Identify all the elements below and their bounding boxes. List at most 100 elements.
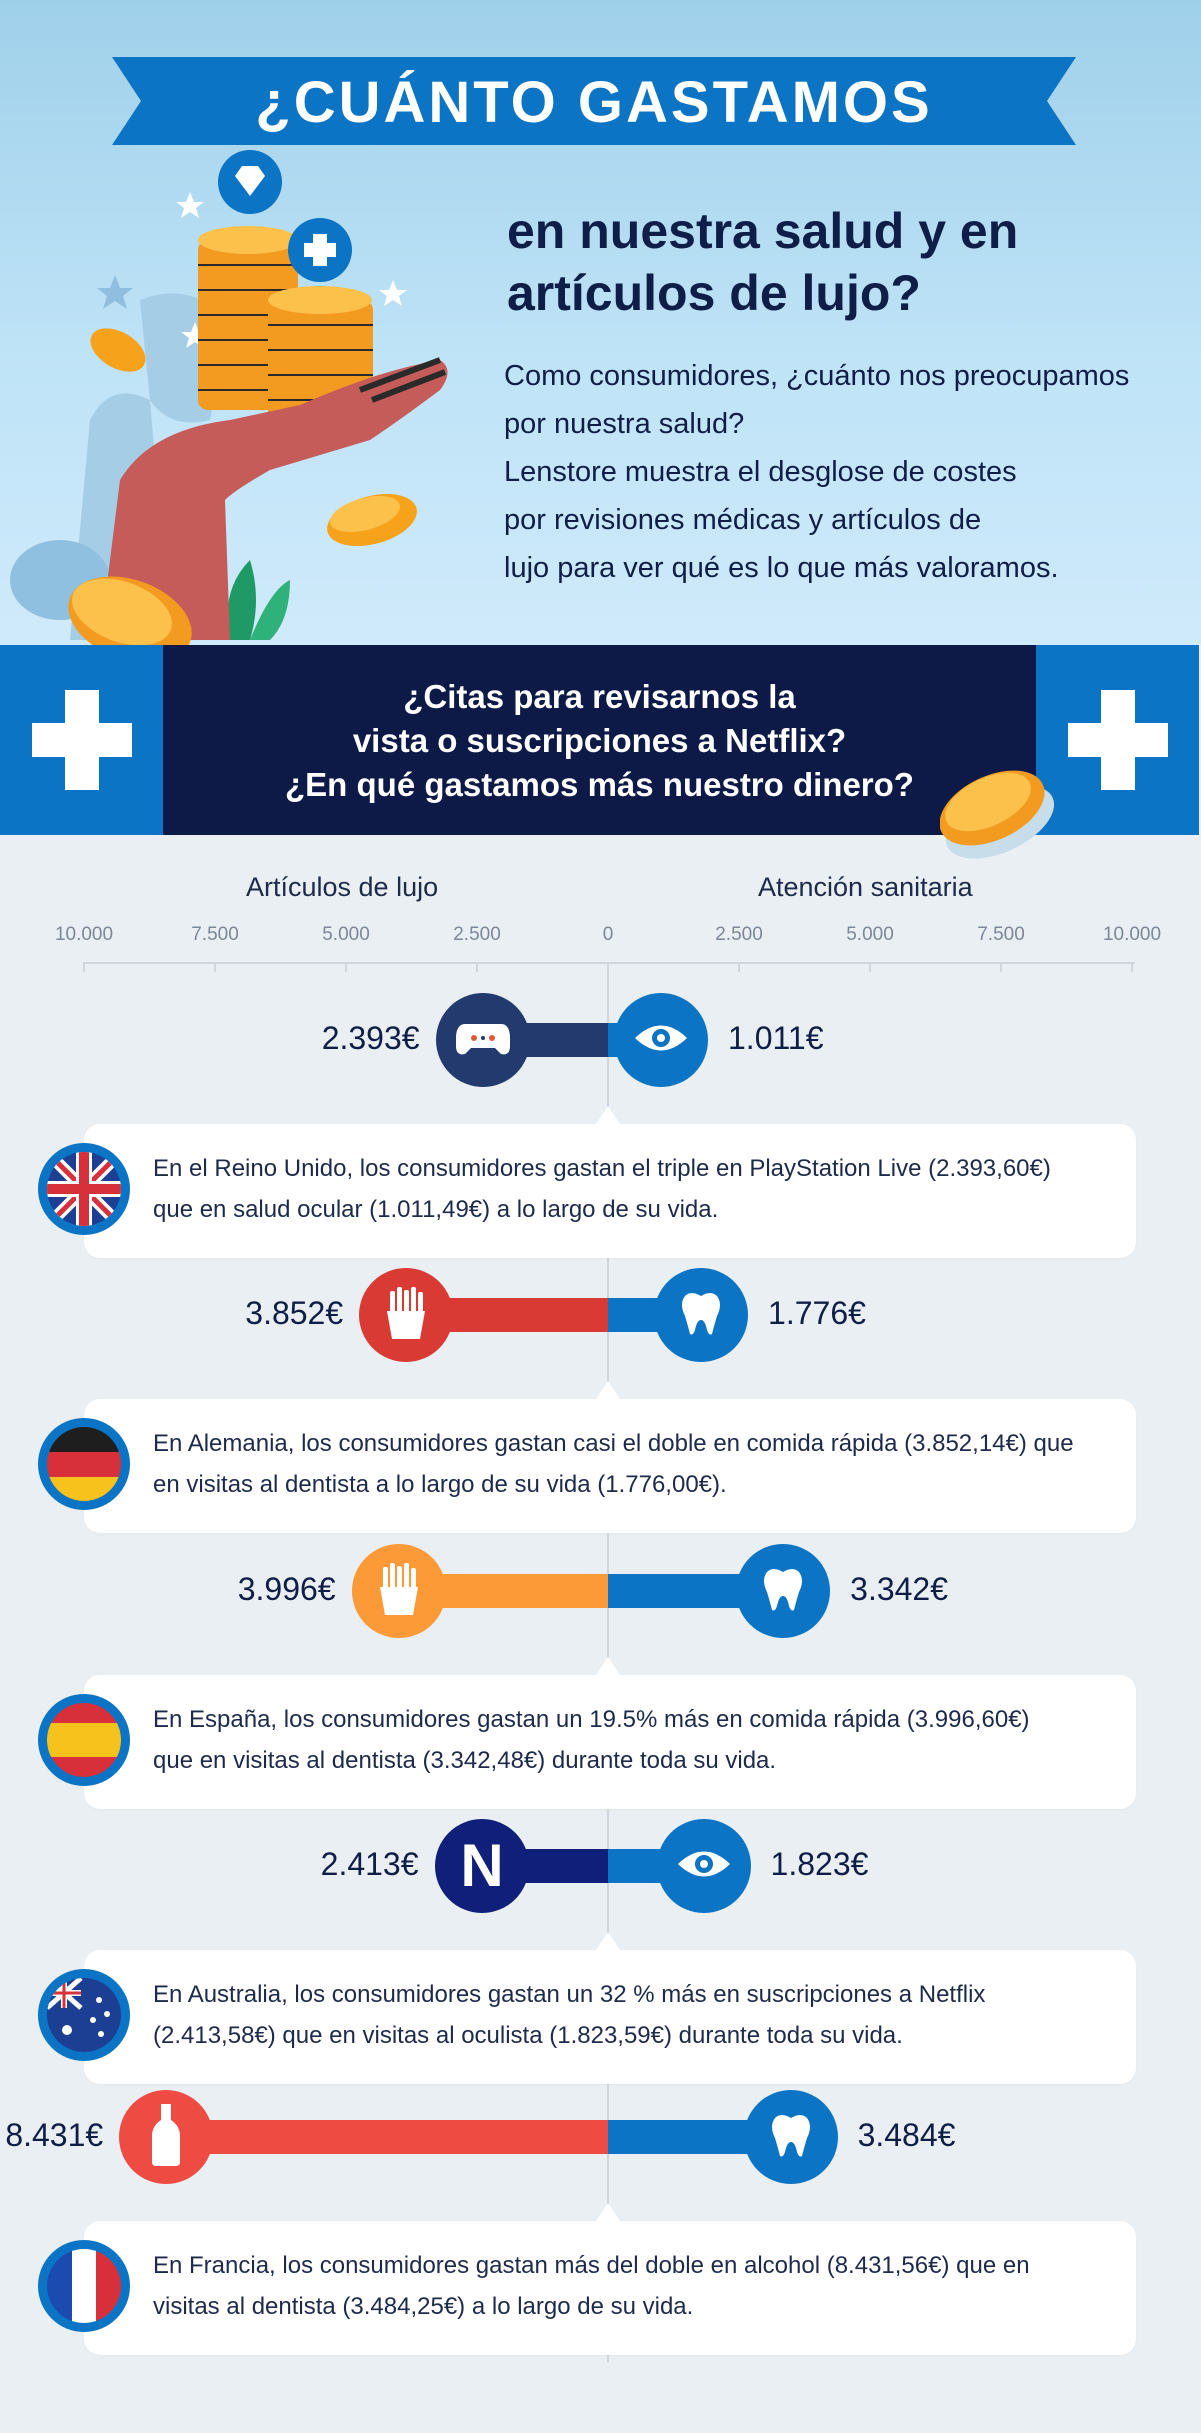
health-icon-circle: [614, 993, 708, 1087]
spain-flag: [38, 1694, 130, 1786]
fact-line: en visitas al dentista a lo largo de su …: [153, 1471, 727, 1498]
card-pointer: [596, 1381, 620, 1399]
luxury-value-label: 3.852€: [245, 1295, 344, 1331]
luxury-icon-circle: [119, 2090, 214, 2184]
comparison-row: N 2.413€ 1.823€ En Australia, los consumido…: [0, 1816, 1201, 2092]
tick-label: 2.500: [715, 924, 763, 945]
health-value-label: 3.342€: [850, 1571, 949, 1607]
band-side-right: [1036, 645, 1199, 835]
tooth-icon: [771, 2112, 811, 2163]
health-value-label: 1.011€: [728, 1020, 824, 1056]
fries-icon: [377, 1562, 421, 1620]
fact-text: En Francia, los consumidores gastan más …: [153, 2245, 1123, 2327]
svg-text:N: N: [460, 1834, 503, 1894]
tick-mark: [83, 962, 85, 972]
comparison-row: 8.431€ 3.484€ En Francia, los consumidores…: [0, 2087, 1201, 2363]
card-pointer: [596, 1106, 620, 1124]
intro-line: por revisiones médicas y artículos de: [504, 504, 982, 536]
tick-mark: [476, 962, 478, 972]
uk-flag: [38, 1143, 130, 1235]
tick-label: 0: [602, 924, 614, 945]
page-title: ¿CUÁNTO GASTAMOS: [255, 70, 933, 135]
luxury-icon-circle: [359, 1268, 454, 1362]
axis-title-luxury: Artículos de lujo: [246, 872, 439, 902]
tick-label: 5.000: [322, 924, 370, 945]
star-icon: [379, 280, 407, 306]
question-line: vista o suscripciones a Netflix?: [352, 722, 847, 759]
health-icon-circle: [656, 1819, 751, 1913]
card-pointer: [596, 1932, 620, 1950]
fact-text: En España, los consumidores gastan un 19…: [153, 1699, 1123, 1781]
fact-line: visitas al dentista (3.484,25€) a lo lar…: [153, 2293, 694, 2320]
tick-mark: [345, 962, 347, 972]
tick-label: 2.500: [453, 924, 501, 945]
fact-text: En Alemania, los consumidores gastan cas…: [153, 1423, 1123, 1505]
axis-line: [83, 962, 1135, 964]
health-value-label: 1.823€: [770, 1846, 869, 1882]
fact-line: En España, los consumidores gastan un 19…: [153, 1706, 1030, 1733]
health-icon-circle: [736, 1544, 831, 1638]
plus-icon: [1068, 690, 1168, 790]
card-pointer: [596, 1657, 620, 1675]
subtitle-line: en nuestra salud y en: [507, 203, 1019, 259]
hand-icon: [100, 360, 448, 640]
tick-label: 5.000: [846, 924, 894, 945]
luxury-icon-circle: [435, 993, 530, 1087]
tooth-icon: [681, 1290, 721, 1341]
intro-line: lujo para ver qué es lo que más valoramo…: [504, 552, 1059, 584]
fact-line: En el Reino Unido, los consumidores gast…: [153, 1155, 1051, 1182]
health-icon-circle: [654, 1268, 749, 1362]
tick-mark: [738, 962, 740, 972]
fact-card: En España, los consumidores gastan un 19…: [84, 1675, 1136, 1809]
luxury-value-label: 3.996€: [237, 1571, 336, 1607]
luxury-bar: [166, 2120, 608, 2154]
comparison-row: 3.852€ 1.776€ En Alemania, los consumidore…: [0, 1265, 1201, 1541]
luxury-value-label: 2.393€: [321, 1020, 420, 1056]
luxury-icon-circle: [351, 1544, 446, 1638]
hero-header: ¿CUÁNTO GASTAMOS en nuestra salud y en a…: [0, 0, 1201, 645]
question-line: ¿En qué gastamos más nuestro dinero?: [285, 766, 914, 803]
luxury-value-label: 2.413€: [320, 1846, 419, 1882]
fact-line: En Alemania, los consumidores gastan cas…: [153, 1430, 1074, 1457]
fact-card: En Australia, los consumidores gastan un…: [84, 1950, 1136, 2084]
tick-mark: [214, 962, 216, 972]
intro-line: por nuestra salud?: [504, 408, 745, 440]
fact-line: En Australia, los consumidores gastan un…: [153, 1981, 986, 2008]
card-pointer: [596, 2203, 620, 2221]
comparison-row: 2.393€ 1.011€ En el Reino Unido, los consu…: [0, 990, 1201, 1266]
intro-line: Lenstore muestra el desglose de costes: [504, 456, 1017, 488]
germany-flag: [38, 1418, 130, 1510]
tooth-icon: [763, 1566, 803, 1617]
question-line: ¿Citas para revisarnos la: [403, 678, 796, 715]
fact-card: En Alemania, los consumidores gastan cas…: [84, 1399, 1136, 1533]
fact-line: (2.413,58€) que en visitas al oculista (…: [153, 2022, 903, 2049]
netflix-icon: N: [460, 1832, 504, 1899]
question-band: ¿Citas para revisarnos la vista o suscri…: [0, 645, 1201, 835]
page-subtitle: en nuestra salud y en artículos de lujo?: [507, 200, 1167, 324]
coin-icon: [940, 770, 1055, 859]
star-icon: [97, 275, 133, 309]
luxury-value-label: 8.431€: [5, 2117, 104, 2153]
bottle-icon: [150, 2103, 182, 2171]
intro-text: Como consumidores, ¿cuánto nos preocupam…: [504, 352, 1184, 592]
intro-line: Como consumidores, ¿cuánto nos preocupam…: [504, 360, 1130, 392]
star-icon: [176, 192, 204, 218]
tick-mark: [1131, 962, 1133, 972]
tick-label: 10.000: [54, 924, 114, 945]
tick-label: 7.500: [977, 924, 1025, 945]
eye-icon: [676, 1847, 732, 1886]
france-flag: [38, 2240, 130, 2332]
coin-icon: [90, 328, 146, 372]
tick-label: 10.000: [1102, 924, 1162, 945]
band-side-left: [0, 645, 163, 835]
axis-title-health: Atención sanitaria: [758, 872, 973, 902]
fact-line: En Francia, los consumidores gastan más …: [153, 2252, 1030, 2279]
australia-flag: [38, 1969, 130, 2061]
title-ribbon: ¿CUÁNTO GASTAMOS: [112, 57, 1076, 145]
luxury-icon-circle: N: [434, 1819, 529, 1913]
fact-card: En el Reino Unido, los consumidores gast…: [84, 1124, 1136, 1258]
comparison-row: 3.996€ 3.342€ En España, los consumidores …: [0, 1541, 1201, 1817]
fact-line: que en salud ocular (1.011,49€) a lo lar…: [153, 1196, 719, 1223]
tick-mark: [1000, 962, 1002, 972]
health-value-label: 3.484€: [857, 2117, 956, 2153]
